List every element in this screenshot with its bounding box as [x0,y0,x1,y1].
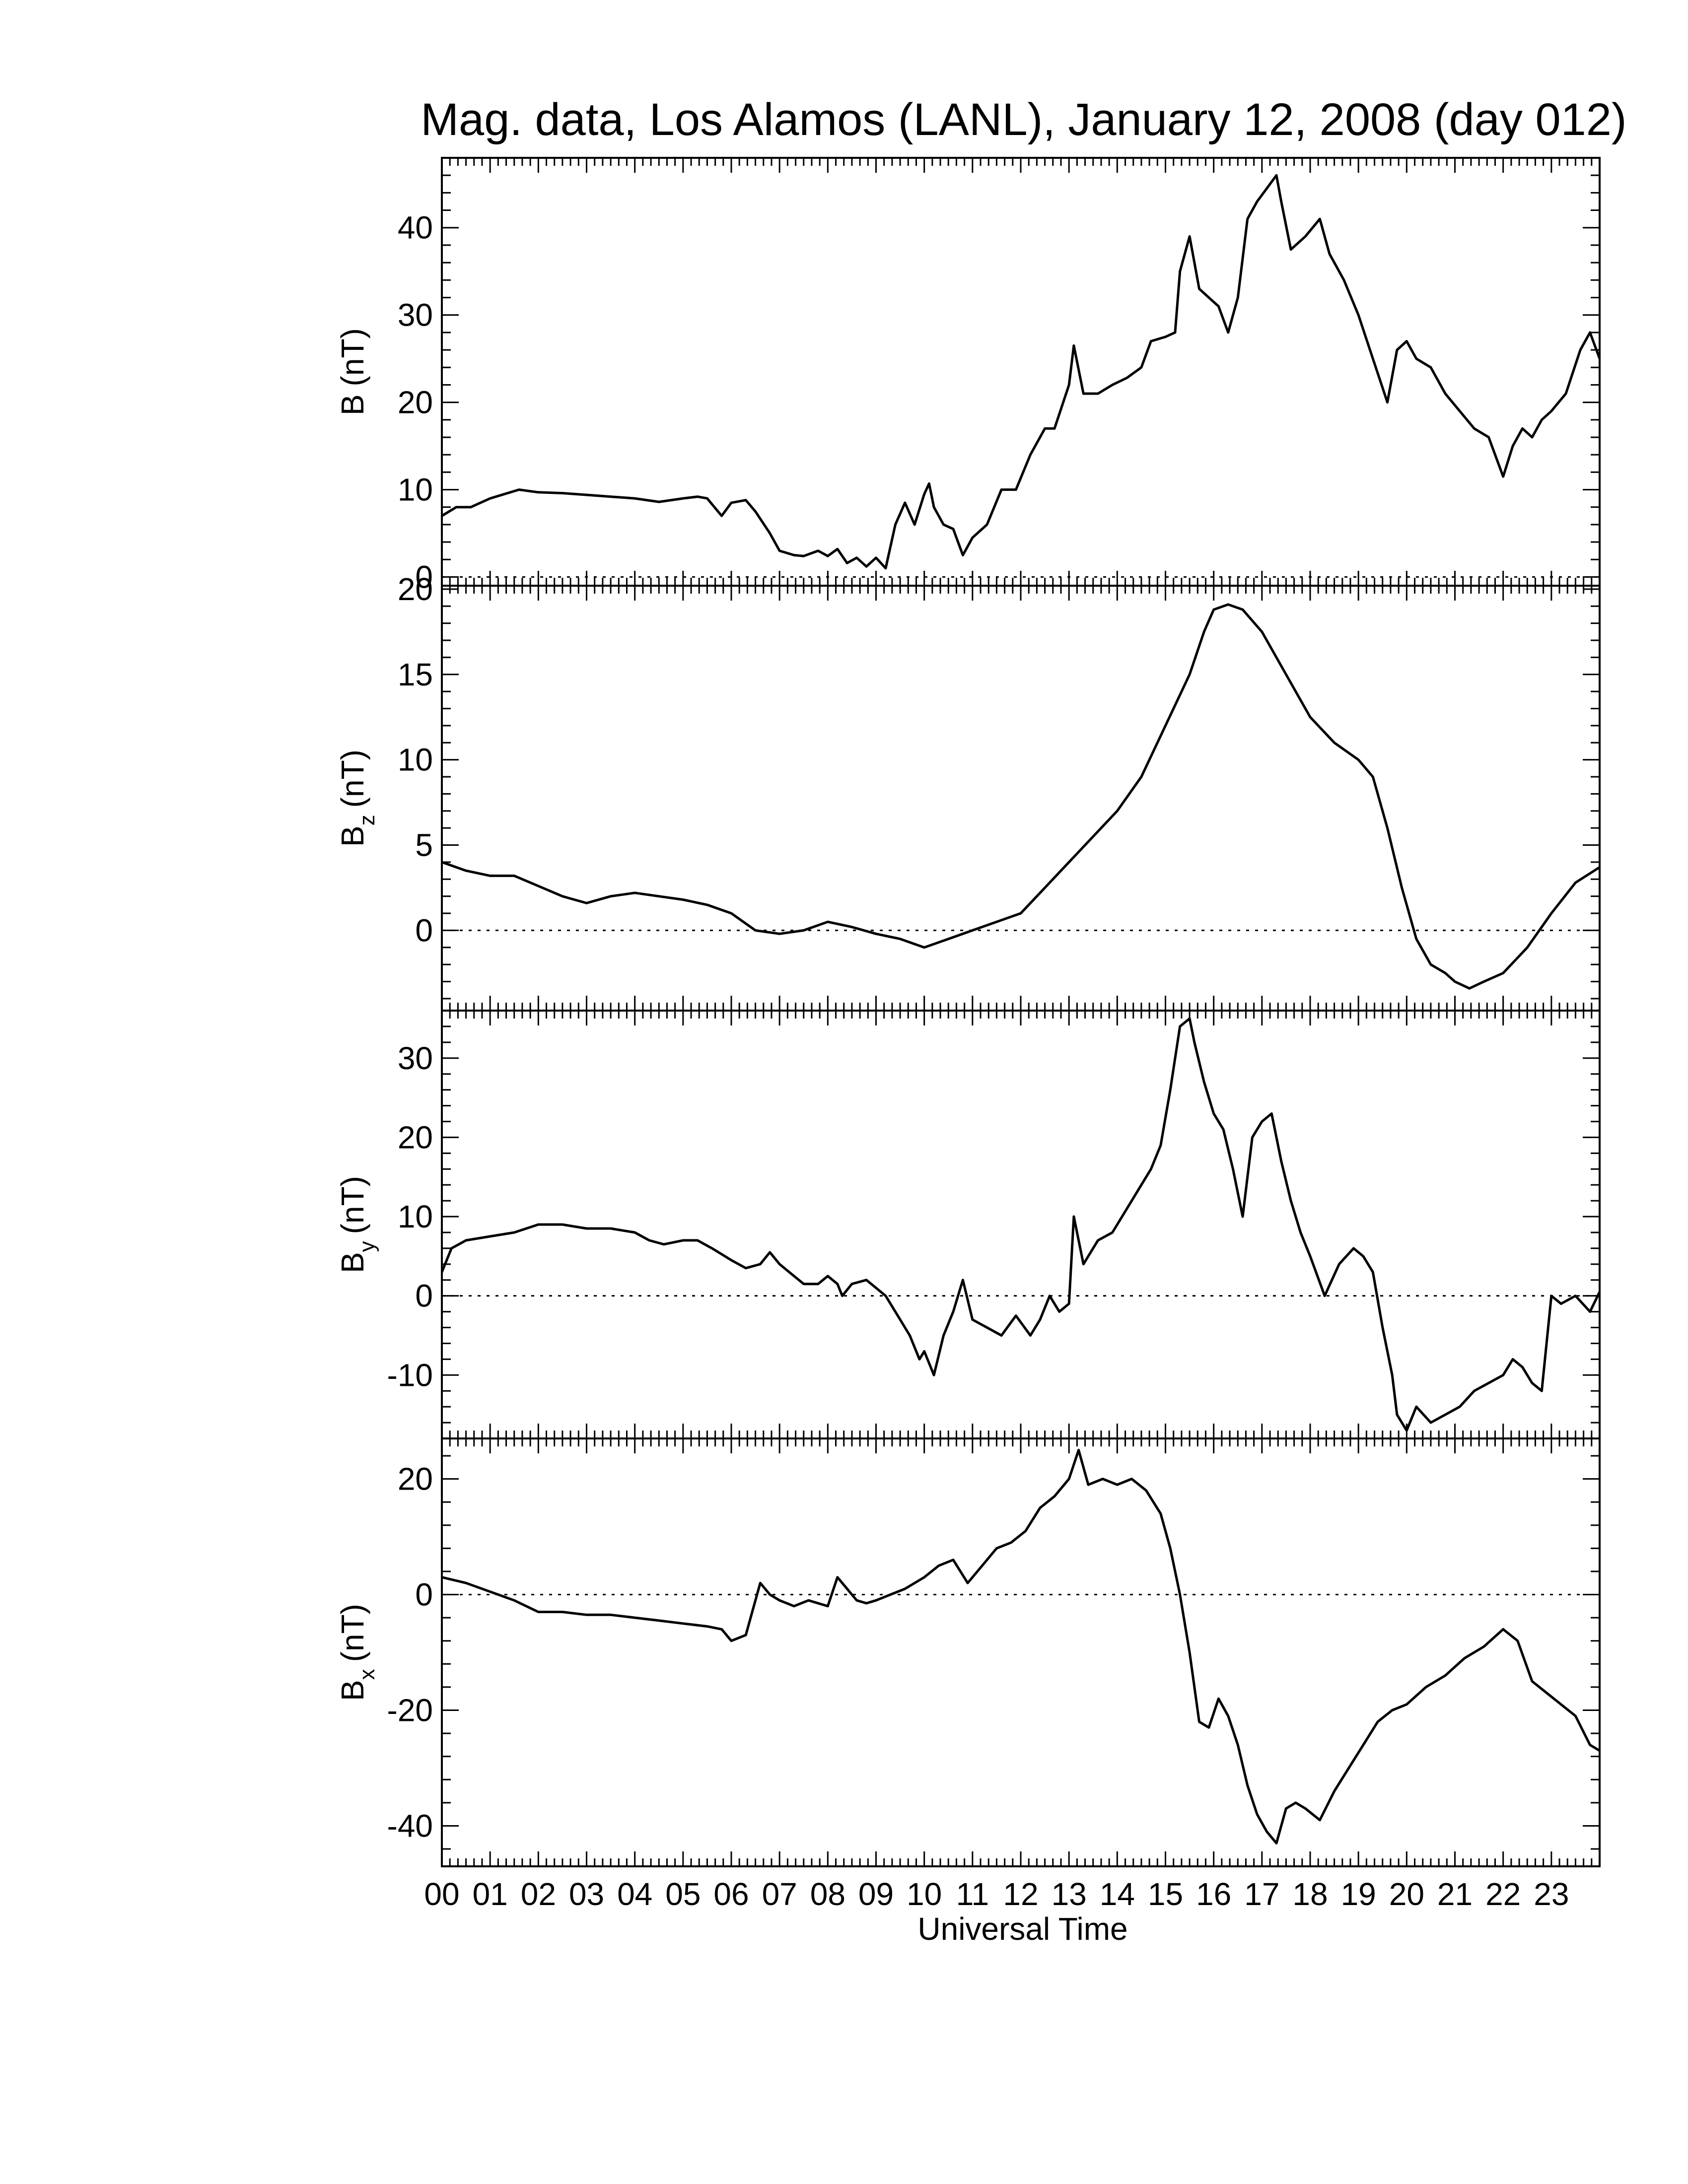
x-tick-label: 17 [1244,1876,1279,1912]
y-tick-label: 0 [415,1278,433,1314]
y-tick-label: 20 [398,571,433,607]
y-axis-label-unit: (nT) [335,1176,370,1234]
y-tick-label: 15 [398,657,433,692]
x-tick-label: 19 [1341,1876,1376,1912]
y-axis-label-main: B [335,825,370,847]
y-axis-label-B: B (nT) [335,328,370,415]
trace-Bz [441,603,1601,990]
y-axis-label-unit: (nT) [335,750,370,808]
x-axis-label: Universal Time [917,1911,1127,1947]
y-tick-label: 10 [398,1199,433,1234]
x-tick-label: 01 [473,1876,508,1912]
y-tick-label: 40 [398,210,433,246]
y-axis-label-main: B [335,394,370,415]
x-tick-label: 07 [762,1876,797,1912]
y-axis-label-main: B [335,1680,370,1701]
chart-title: Mag. data, Los Alamos (LANL), January 12… [421,94,1626,145]
x-tick-label: 04 [617,1876,652,1912]
y-tick-label: 0 [415,559,433,595]
x-tick-label: 14 [1100,1876,1135,1912]
x-tick-label: 09 [858,1876,894,1912]
x-tick-label: 06 [713,1876,749,1912]
y-tick-label: 30 [398,1040,433,1076]
y-tick-label: 0 [415,1577,433,1613]
x-tick-label: 23 [1534,1876,1569,1912]
y-tick-label: -10 [387,1357,433,1393]
x-tick-labels: 00 01 02 03 04 05 06 07 08 09 10 11 12 13 14 15 16 17 18 19… [424,1876,1569,1912]
x-tick-label: 03 [569,1876,604,1912]
y-tick-label: 10 [398,742,433,778]
x-tick-label: 08 [810,1876,845,1912]
trace-B [441,174,1601,570]
y-tick-label: 20 [398,385,433,420]
x-tick-label: 10 [907,1876,942,1912]
x-tick-label: 12 [1003,1876,1038,1912]
panel-Bz: 0 5 10 15 20 Bz (nT) [335,571,1601,1012]
y-axis-label-main: B [335,1252,370,1273]
panel-By: -10 0 10 20 30 By (nT) [335,1010,1601,1439]
x-tick-label: 11 [956,1876,989,1912]
x-tick-label: 13 [1052,1876,1087,1912]
trace-By [440,1017,1601,1432]
y-axis-label-Bz: Bz (nT) [335,750,379,847]
x-tick-label: 15 [1148,1876,1183,1912]
x-tick-label: 22 [1485,1876,1521,1912]
x-tick-label: 05 [665,1876,701,1912]
y-axis-label-subscript: z [355,815,379,825]
panel-B: 0 10 20 30 40 B (nT) [335,157,1601,595]
panels: 0 10 20 30 40 B (nT) 0 5 10 15 20 Bz (nT) -10 0 10 20 30 By… [335,157,1601,1867]
x-tick-label: 00 [424,1876,459,1912]
y-axis-label-subscript: x [355,1669,379,1680]
y-tick-label: 20 [398,1119,433,1155]
y-tick-label: -40 [387,1808,433,1843]
x-tick-label: 20 [1389,1876,1424,1912]
trace-Bx [441,1448,1601,1844]
panel-Bx: -40 -20 0 20 Bx (nT) [335,1437,1601,1867]
x-tick-label: 21 [1437,1876,1473,1912]
y-tick-label: 10 [398,472,433,507]
y-axis-label-By: By (nT) [335,1176,379,1273]
x-tick-label: 16 [1196,1876,1231,1912]
y-tick-label: 0 [415,912,433,948]
x-tick-label: 02 [521,1876,556,1912]
y-axis-label-unit: (nT) [335,328,370,386]
y-axis-label-Bx: Bx (nT) [335,1604,379,1701]
y-tick-label: -20 [387,1692,433,1728]
y-axis-label-unit: (nT) [335,1604,370,1662]
y-tick-label: 30 [398,297,433,333]
y-axis-label-subscript: y [355,1241,379,1252]
x-tick-label: 18 [1292,1876,1328,1912]
y-tick-label: 20 [398,1461,433,1497]
y-tick-label: 5 [415,827,433,863]
